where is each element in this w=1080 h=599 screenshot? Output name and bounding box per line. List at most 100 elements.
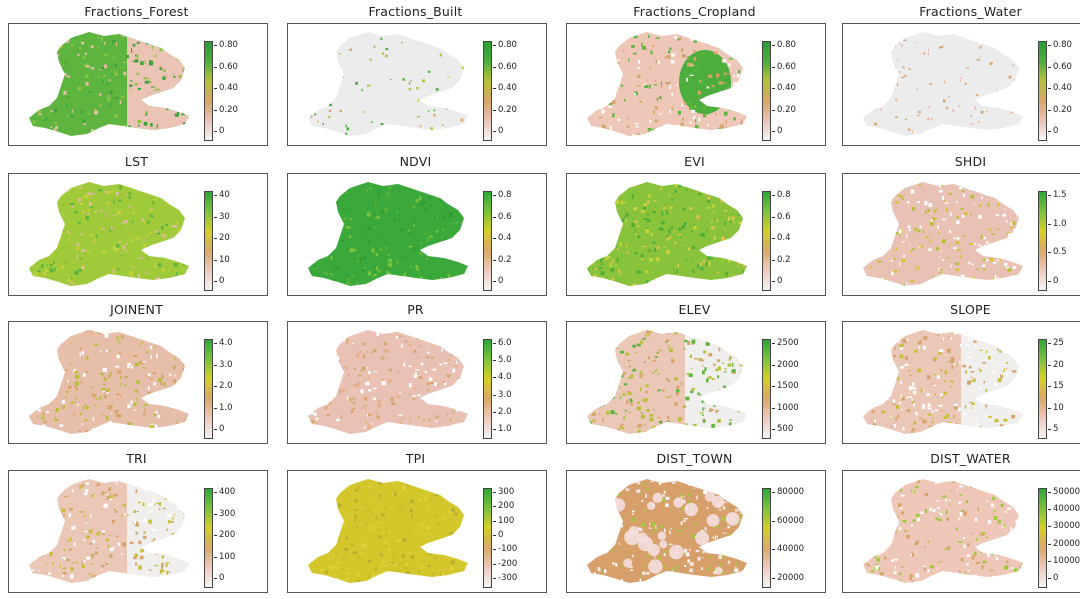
region-map [308,32,468,136]
colorbar-tick-label: 0 [492,276,504,286]
map-frame: 0.80 0.60 0.40 0.20 0 [287,23,547,146]
colorbar-tick-label: 40000 [1047,504,1080,515]
map-panel: TPI 300 200 100 0 -100 -200 -300 [283,451,548,599]
panel-title: LST [124,154,149,169]
colorbar-tick-label: 20000 [1047,538,1080,549]
region-map [308,330,468,434]
panel-title: ELEV [678,302,711,317]
colorbar-tick-label: 0 [1047,276,1059,286]
region-map [29,479,189,583]
colorbar-tick-label: 1.5 [1048,190,1067,200]
map-panel: LST 40 30 20 10 0 [4,154,269,302]
colorbar-tick-label: 1.0 [493,424,512,434]
panel-title: SHDI [954,154,987,169]
colorbar-tick-label: 0.40 [1048,83,1072,93]
map-panel: JOINENT 4.0 3.0 2.0 1.0 0 [4,302,269,450]
colorbar-tick-label: 30000 [1047,521,1080,532]
colorbar-tick-label: 5 [1047,424,1059,434]
colorbar [483,339,492,439]
colorbar-tick-label: 0 [771,126,783,136]
map-frame: 4.0 3.0 2.0 1.0 0 [8,321,268,444]
region-map [863,479,1023,583]
colorbar-tick-label: 1.0 [1048,218,1067,229]
colorbar-tick-label: 0.2 [772,254,791,265]
colorbar-tick-label: 500 [771,424,794,434]
colorbar [483,488,492,588]
colorbar-tick-label: 0.4 [772,233,791,243]
colorbar-tick-label: 3.0 [214,359,233,370]
colorbar-tick-label: 0 [771,276,783,286]
colorbar [1038,488,1047,588]
colorbar-tick-label: 0.40 [493,83,517,93]
region-map [29,330,189,434]
panel-title: EVI [684,154,705,169]
colorbar-tick-label: 0.4 [493,233,512,243]
colorbar-tick-label: 0.80 [1048,40,1072,50]
colorbar-tick-label: 0 [1047,126,1059,136]
colorbar [762,488,771,588]
region-map [587,330,747,434]
colorbar-tick-label: 2000 [772,359,799,370]
map-panel: ELEV 2500 2000 1500 1000 500 [562,302,827,450]
colorbar-tick-label: 0.2 [493,254,512,265]
panel-title: NDVI [399,154,432,169]
colorbar-tick-label: 0 [213,126,225,136]
colorbar [204,488,213,588]
colorbar-tick-label: 2.0 [214,381,233,391]
colorbar-tick-label: 10 [214,254,230,265]
colorbar [1038,339,1047,439]
panel-title: TPI [405,451,426,466]
colorbar [1038,191,1047,291]
colorbar-tick-label: -100 [492,544,518,555]
colorbar-tick-label: 0.80 [493,40,517,50]
colorbar-tick-label: 400 [213,487,236,497]
colorbar-tick-label: 300 [213,508,236,519]
panel-title: Fractions_Water [919,4,1022,19]
colorbar-tick-label: 100 [213,551,236,562]
map-panel: Fractions_Forest 0.80 0.60 0.40 0.20 0 [4,4,269,152]
colorbar-tick-label: 0 [213,573,225,583]
region-map [863,330,1023,434]
colorbar-tick-label: 40 [214,190,230,200]
map-panel: DIST_WATER 50000 40000 30000 20000 10000 0 [838,451,1080,599]
colorbar-tick-label: 0.6 [493,211,512,222]
map-frame: 0.80 0.60 0.40 0.20 0 [566,23,826,146]
colorbar-tick-label: 1.0 [214,402,233,413]
colorbar-tick-label: 25 [1048,338,1064,348]
map-frame: 300 200 100 0 -100 -200 -300 [287,470,547,593]
panel-title: TRI [126,451,147,466]
region-map [308,479,468,583]
colorbar-tick-label: 2500 [772,338,799,348]
colorbar-tick-label: -300 [492,573,518,583]
map-frame: 80000 60000 40000 20000 [566,470,826,593]
region-map [863,32,1023,136]
colorbar-tick-label: 0.6 [772,211,791,222]
colorbar-tick-label: 2.0 [493,406,512,417]
colorbar-tick-label: 0.40 [772,83,796,93]
colorbar-tick-label: 0.5 [1048,247,1067,258]
colorbar-tick-label: 0.60 [493,61,517,72]
region-map [587,182,747,286]
map-frame: 0.80 0.60 0.40 0.20 0 [8,23,268,146]
colorbar-tick-label: 0 [492,530,504,540]
colorbar-tick-label: 30 [214,211,230,222]
colorbar-tick-label: 0.40 [214,83,238,93]
region-map [29,182,189,286]
map-panel: TRI 400 300 200 100 0 [4,451,269,599]
colorbar-tick-label: 5.0 [493,355,512,366]
colorbar-tick-label: 0.60 [772,61,796,72]
panel-title: JOINENT [110,302,163,317]
colorbar-tick-label: 10000 [1047,555,1080,566]
colorbar-tick-label: 0 [1047,573,1059,583]
colorbar-tick-label: 0.20 [1048,104,1072,115]
colorbar [204,191,213,291]
map-frame: 0.8 0.6 0.4 0.2 0 [566,173,826,296]
colorbar-tick-label: 20 [1048,359,1064,370]
panel-title: DIST_WATER [930,451,1011,466]
colorbar-tick-label: 0.80 [214,40,238,50]
panel-title: SLOPE [950,302,991,317]
map-panel: Fractions_Cropland 0.80 0.60 0.40 0.20 0 [562,4,827,152]
colorbar [483,191,492,291]
colorbar-tick-label: 4.0 [214,338,233,348]
colorbar-tick-label: 4.0 [493,372,512,383]
